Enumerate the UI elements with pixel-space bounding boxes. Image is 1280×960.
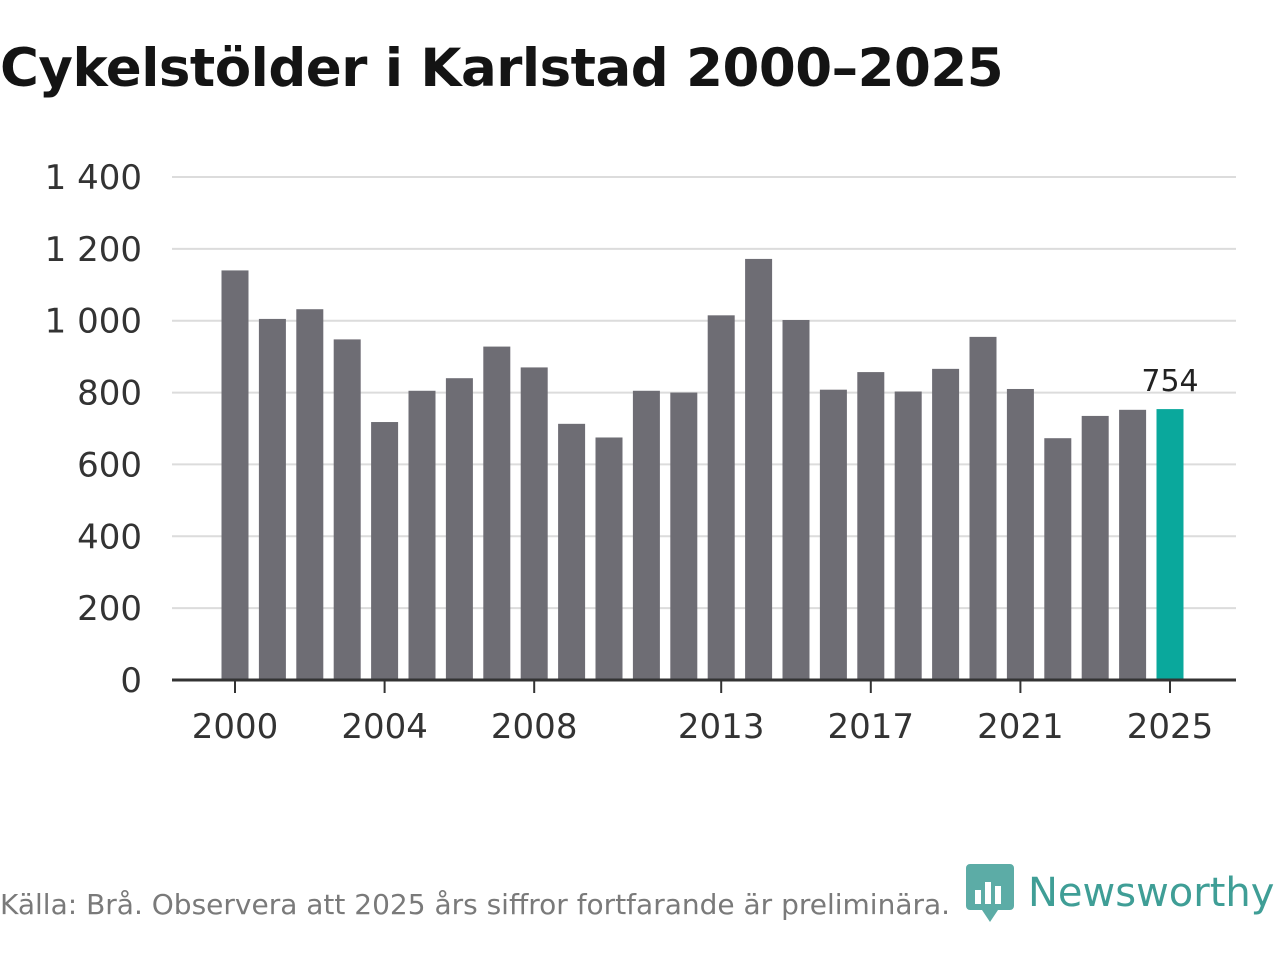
- bar-2003: [333, 339, 361, 680]
- bar-2012: [670, 392, 698, 680]
- chart-title: Cykelstölder i Karlstad 2000–2025: [0, 38, 1004, 99]
- bar-2001: [258, 318, 286, 680]
- y-tick-label: 400: [77, 517, 142, 557]
- bar-2010: [595, 437, 623, 680]
- y-axis-labels: 0 200 400 600 800 1 000 1 200 1 400: [45, 158, 142, 701]
- bar-2011: [632, 390, 660, 680]
- bar-2009: [558, 423, 586, 680]
- bar-2014: [745, 258, 773, 680]
- bars: [221, 258, 1184, 680]
- bar-2015: [782, 319, 810, 680]
- bar-2000: [221, 270, 249, 680]
- x-tick-label: 2013: [678, 707, 765, 747]
- bar-2016: [819, 389, 847, 680]
- bar-2002: [296, 309, 324, 680]
- source-note: Källa: Brå. Observera att 2025 års siffr…: [0, 888, 951, 921]
- y-tick-label: 1 400: [45, 158, 142, 198]
- bar-2018: [894, 391, 922, 680]
- bar-2019: [932, 368, 960, 680]
- y-tick-label: 800: [77, 374, 142, 414]
- bar-2004: [371, 422, 399, 680]
- y-tick-label: 0: [120, 661, 142, 701]
- data-label-2025: 754: [1141, 364, 1198, 399]
- x-tick-label: 2025: [1127, 707, 1214, 747]
- bar-2020: [969, 336, 997, 680]
- bar-chart-icon: [966, 864, 1014, 922]
- bar-2006: [445, 378, 473, 680]
- bar-2024: [1119, 409, 1147, 680]
- y-tick-label: 1 000: [45, 302, 142, 342]
- x-axis-ticks: 2000 2004 2008 2013 2017 2021 2025: [192, 680, 1214, 747]
- annotations: 754: [1141, 364, 1198, 399]
- bar-2008: [520, 367, 548, 680]
- y-tick-label: 1 200: [45, 230, 142, 270]
- brand-logo: Newsworthy: [964, 862, 1274, 924]
- bar-2007: [483, 346, 511, 680]
- x-tick-label: 2017: [828, 707, 915, 747]
- x-tick-label: 2008: [491, 707, 578, 747]
- bar-2025: [1156, 409, 1184, 680]
- x-tick-label: 2000: [192, 707, 279, 747]
- bar-2022: [1044, 438, 1072, 680]
- y-tick-label: 600: [77, 445, 142, 485]
- y-tick-label: 200: [77, 589, 142, 629]
- brand-name: Newsworthy: [1028, 870, 1275, 916]
- bar-2005: [408, 390, 436, 680]
- x-tick-label: 2021: [977, 707, 1064, 747]
- bar-2021: [1006, 388, 1034, 680]
- x-tick-label: 2004: [341, 707, 428, 747]
- bar-2023: [1081, 415, 1109, 680]
- gridlines: [172, 176, 1236, 610]
- bar-2013: [707, 315, 735, 680]
- bar-2017: [857, 372, 885, 680]
